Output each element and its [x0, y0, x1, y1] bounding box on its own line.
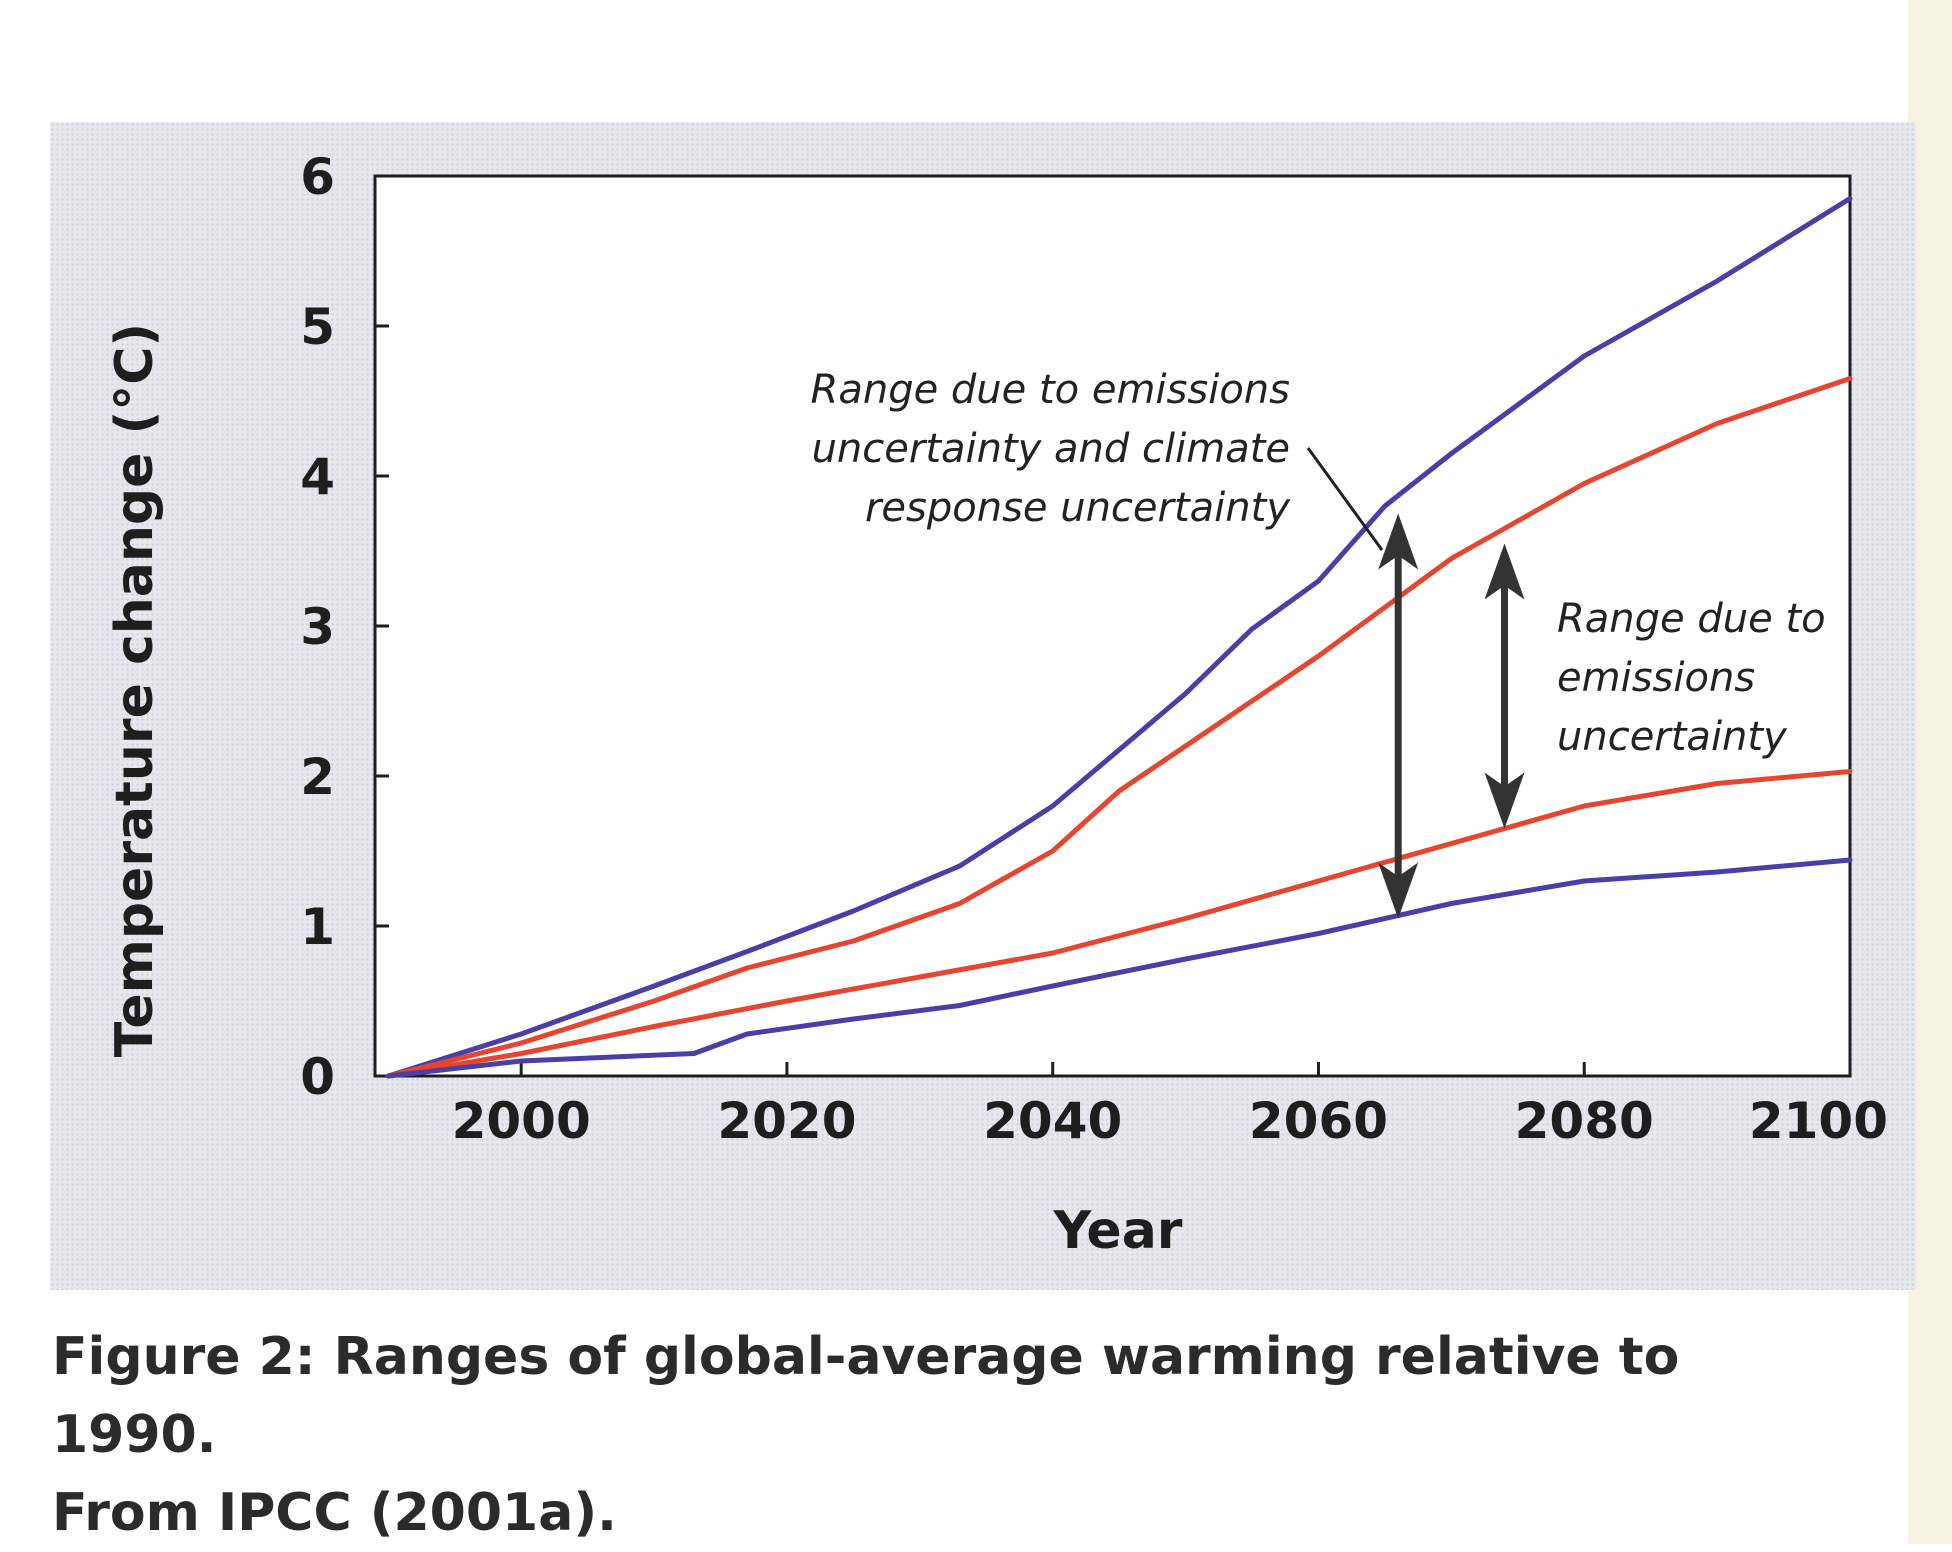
figure-caption: Figure 2: Ranges of global-average warmi…: [52, 1318, 1852, 1552]
x-tick-label: 2080: [1515, 1092, 1654, 1150]
annotation-1-line-2: uncertainty and climate: [812, 426, 1290, 472]
x-tick-label: 2040: [983, 1092, 1122, 1150]
annotation-1-line-3: response uncertainty: [865, 485, 1291, 531]
y-tick-labels: 0 1 2 3 4 5 6: [300, 148, 335, 1106]
x-tick-label: 2000: [452, 1092, 591, 1150]
caption-line-2: From IPCC (2001a).: [52, 1474, 1852, 1552]
x-axis-title: Year: [1053, 1201, 1183, 1261]
y-tick-label: 3: [300, 598, 335, 656]
y-tick-label: 1: [300, 898, 335, 956]
y-tick-label: 4: [300, 448, 335, 506]
y-tick-label: 5: [300, 298, 335, 356]
annotation-1-line-1: Range due to emissions: [811, 367, 1290, 413]
annotation-2-line-2: emissions: [1557, 655, 1755, 701]
y-axis-title: Temperature change (°C): [105, 323, 165, 1057]
x-tick-label: 2060: [1249, 1092, 1388, 1150]
y-tick-label: 2: [300, 748, 335, 806]
temperature-chart: 2000 2020 2040 2060 2080 2100 0 1 2 3 4 5 6 Range d…: [0, 0, 1952, 1544]
x-tick-label: 2020: [717, 1092, 856, 1150]
annotation-2-line-1: Range due to: [1557, 596, 1826, 642]
annotation-2-line-3: uncertainty: [1557, 714, 1788, 760]
y-tick-label: 6: [300, 148, 335, 206]
x-tick-label: 2100: [1749, 1092, 1888, 1150]
y-tick-label: 0: [300, 1048, 335, 1106]
x-tick-labels: 2000 2020 2040 2060 2080 2100: [452, 1092, 1888, 1150]
caption-line-1: Figure 2: Ranges of global-average warmi…: [52, 1318, 1852, 1474]
